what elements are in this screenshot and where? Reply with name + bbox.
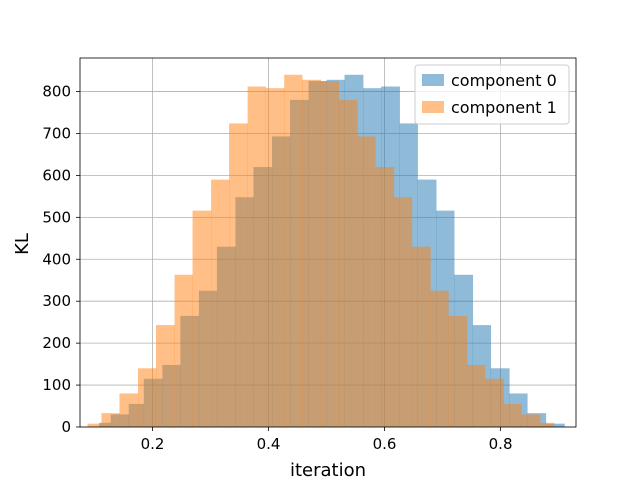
y-tick-label: 300 bbox=[42, 292, 71, 310]
histogram-bars bbox=[87, 74, 565, 428]
histogram-bar bbox=[375, 167, 395, 428]
y-axis-label: KL bbox=[12, 233, 33, 255]
histogram-bar bbox=[540, 422, 555, 427]
histogram-bar bbox=[192, 210, 212, 427]
histogram-bar bbox=[338, 99, 358, 427]
histogram-bar bbox=[545, 423, 565, 427]
y-tick-label: 600 bbox=[42, 166, 71, 184]
legend-swatch bbox=[422, 101, 444, 113]
series-1-bars bbox=[87, 74, 555, 428]
plot-frame bbox=[79, 57, 577, 428]
histogram-bar bbox=[320, 81, 340, 427]
histogram-bar bbox=[138, 368, 157, 427]
histogram-bar bbox=[155, 325, 175, 427]
histogram-bar bbox=[466, 364, 486, 427]
legend: component 0 component 1 bbox=[414, 64, 570, 125]
x-tick-label: 0.2 bbox=[141, 435, 165, 453]
histogram-bar bbox=[284, 74, 303, 427]
histogram-bar bbox=[302, 79, 322, 428]
histogram-bar bbox=[393, 197, 413, 427]
histogram-bar bbox=[211, 179, 230, 427]
histogram-bar bbox=[174, 274, 193, 427]
histogram-bar bbox=[247, 86, 266, 427]
y-tick-label: 400 bbox=[42, 250, 71, 268]
legend-box bbox=[414, 64, 570, 125]
histogram-bar bbox=[521, 414, 541, 427]
legend-label: component 1 bbox=[451, 98, 557, 117]
histogram-bar bbox=[503, 403, 522, 427]
axis-ticks: 0.2 0.4 0.6 0.8 0 100 200 300 400 500 600 700 800 bbox=[42, 83, 512, 453]
histogram-bar bbox=[119, 393, 139, 427]
y-tick-label: 500 bbox=[42, 208, 71, 226]
histogram-bar bbox=[87, 423, 102, 427]
histogram-bar bbox=[265, 88, 285, 427]
histogram-bar bbox=[484, 378, 504, 427]
x-tick-label: 0.4 bbox=[257, 435, 281, 453]
y-tick-label: 700 bbox=[42, 124, 71, 142]
legend-swatch bbox=[422, 74, 444, 86]
histogram-bar bbox=[430, 290, 449, 427]
y-tick-label: 0 bbox=[61, 418, 71, 436]
x-tick-label: 0.6 bbox=[373, 435, 397, 453]
y-tick-label: 800 bbox=[42, 83, 71, 101]
histogram-bar bbox=[229, 123, 248, 427]
y-tick-label: 200 bbox=[42, 334, 71, 352]
histogram-bar bbox=[101, 413, 120, 427]
histogram-bar bbox=[357, 136, 376, 427]
legend-label: component 0 bbox=[451, 71, 557, 90]
x-axis-label: iteration bbox=[290, 460, 366, 480]
histogram-bar bbox=[411, 246, 431, 427]
histogram-bar bbox=[448, 315, 468, 427]
y-tick-label: 100 bbox=[42, 376, 71, 394]
x-tick-label: 0.8 bbox=[489, 435, 513, 453]
